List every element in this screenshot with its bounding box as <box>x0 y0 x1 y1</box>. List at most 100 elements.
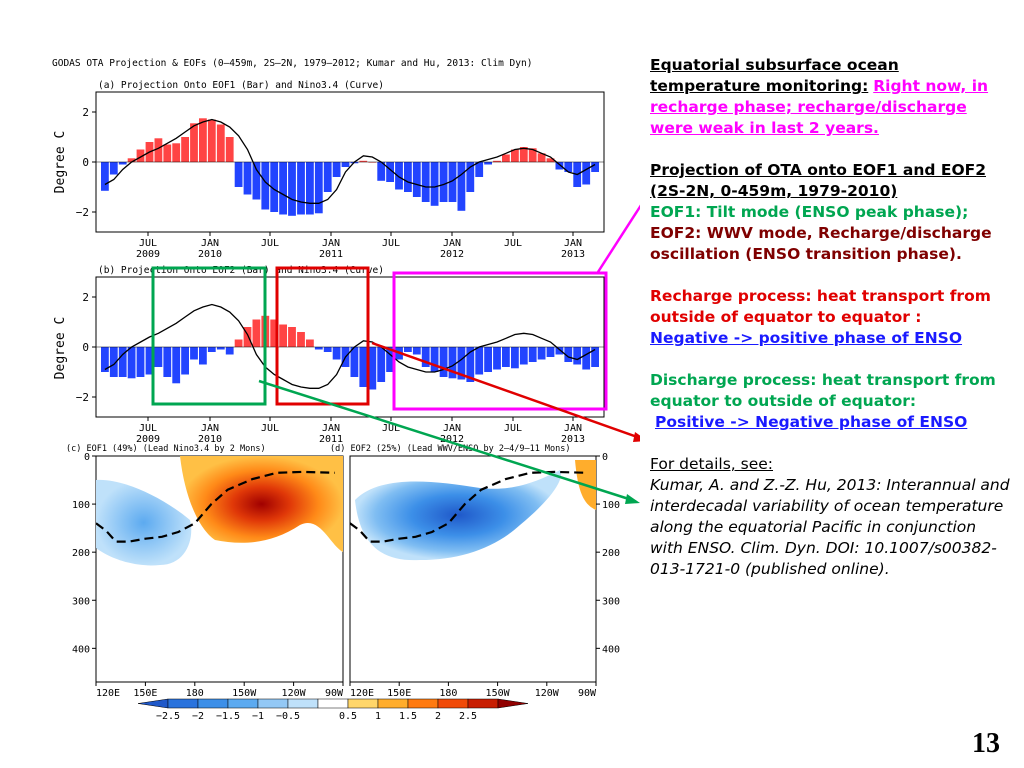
eof1-description: EOF1: Tilt mode (ENSO peak phase); <box>650 203 969 221</box>
a-bar <box>101 162 109 191</box>
a-bar <box>564 162 573 172</box>
panel-a-title: (a) Projection Onto EOF1 (Bar) and Nino3… <box>98 80 384 91</box>
panel-c-thermocline-curve <box>96 470 335 543</box>
panel-d: (d) EOF2 (25%) (Lead WWV/ENSO by 2–4/9–1… <box>330 444 620 699</box>
a-bar <box>261 162 270 210</box>
a-bar <box>207 119 216 162</box>
colorbar-tick-label: 0.5 <box>339 711 357 722</box>
a-bar <box>279 162 287 215</box>
panel-d-yticks: 0 100 200 300 400 <box>596 452 620 655</box>
a-xtick-month: JUL <box>382 238 400 249</box>
panel-b: (b) Projection Onto EOF2 (Bar) and Nino3… <box>53 265 605 445</box>
paragraph-recharge: Recharge process: heat transport from ou… <box>650 286 1012 349</box>
red-arrowhead <box>633 432 640 442</box>
a-xtick-month: JAN <box>564 238 582 249</box>
a-bar <box>404 162 412 192</box>
b-bar <box>199 347 207 365</box>
d-xtick-label: 150E <box>387 688 411 699</box>
recharge-phase: Negative -> positive phase of ENSO <box>650 329 963 347</box>
b-bar <box>297 332 305 347</box>
a-bar <box>243 162 252 195</box>
b-bar <box>439 347 448 377</box>
b-bar <box>421 347 430 367</box>
a-bar <box>430 162 439 206</box>
colorbar-tick-label: 2.5 <box>459 711 477 722</box>
b-bar <box>350 347 359 377</box>
b-bar <box>430 347 439 372</box>
b-bar <box>181 347 189 375</box>
monitoring-highlight: Right now, in recharge phase; recharge/d… <box>650 77 989 137</box>
colorbar-tick-label: 1.5 <box>399 711 417 722</box>
c-xtick-label: 150W <box>232 688 257 699</box>
a-bar <box>359 160 368 163</box>
a-xtick-year: 2010 <box>198 249 222 260</box>
b-bar <box>386 347 394 372</box>
a-xtick-year: 2013 <box>561 249 585 260</box>
colorbar-tick-label: −2.5 <box>156 711 180 722</box>
b-xtick-month: JUL <box>382 423 400 434</box>
b-bar <box>306 339 314 347</box>
panel-d-thermocline-curve <box>350 470 588 543</box>
eof2-description: EOF2: WWV mode, Recharge/discharge oscil… <box>650 224 992 263</box>
details-label: For details, see: <box>650 455 774 473</box>
panel-a-yticks: 2 0 −2 <box>76 106 96 219</box>
b-bar <box>582 347 591 370</box>
d-xtick-label: 120E <box>350 688 374 699</box>
d-ytick-label: 400 <box>602 644 620 655</box>
a-xtick-month: JUL <box>504 238 522 249</box>
magenta-highlight-box <box>392 271 608 411</box>
a-bar <box>154 138 163 163</box>
panel-b-ylabel: Degree C <box>53 317 68 380</box>
c-ytick-label: 100 <box>72 500 90 511</box>
b-bar <box>377 347 386 382</box>
colorbar-tick-label: 1 <box>375 711 381 722</box>
c-xtick-label: 90W <box>325 688 344 699</box>
paragraph-projection: Projection of OTA onto EOF1 and EOF2 (2S… <box>650 160 1012 265</box>
panel-a-ylabel: Degree C <box>53 131 68 194</box>
colorbar-swatch <box>287 698 319 709</box>
a-ytick-label: −2 <box>76 206 89 219</box>
b-ytick-label: 0 <box>82 341 89 354</box>
a-bar <box>511 149 519 162</box>
a-bar <box>288 162 296 216</box>
b-bar <box>145 347 154 375</box>
a-xtick-year: 2009 <box>136 249 160 260</box>
a-xtick-month: JAN <box>443 238 461 249</box>
a-bar <box>118 162 127 165</box>
b-bar <box>216 347 225 350</box>
d-ytick-label: 300 <box>602 596 620 607</box>
discharge-description: Discharge process: heat transport from e… <box>650 371 996 410</box>
a-bar <box>181 137 189 162</box>
colorbar-tick-label: −1.5 <box>216 711 240 722</box>
b-bar <box>207 347 216 352</box>
c-ytick-label: 0 <box>84 452 90 463</box>
panel-b-yticks: 2 0 −2 <box>76 291 96 404</box>
a-bar <box>314 162 323 214</box>
b-xtick-month: JUL <box>504 423 522 434</box>
slide-number: 13 <box>972 728 1000 759</box>
a-bar <box>341 162 350 167</box>
a-bar <box>484 162 492 165</box>
red-arrow <box>371 341 640 440</box>
b-bar <box>555 347 564 355</box>
c-ytick-label: 300 <box>72 596 90 607</box>
panel-b-nino34-curve <box>104 303 596 389</box>
b-bar <box>475 347 484 375</box>
a-xtick-month: JUL <box>261 238 279 249</box>
a-bar <box>555 162 564 170</box>
red-highlight-box <box>275 266 370 406</box>
a-bar <box>475 162 484 177</box>
panel-a: (a) Projection Onto EOF1 (Bar) and Nino3… <box>53 80 605 260</box>
b-bar <box>234 339 243 347</box>
b-bar <box>109 347 118 377</box>
b-xtick-year: 2010 <box>198 434 222 445</box>
colorbar-swatch <box>347 698 379 709</box>
discharge-phase: Positive -> Negative phase of ENSO <box>655 413 968 431</box>
a-bar <box>591 162 599 172</box>
reference-citation: Kumar, A. and Z.-Z. Hu, 2013: Interannua… <box>650 476 1010 578</box>
b-xtick-year: 2011 <box>319 434 343 445</box>
a-bar <box>546 158 555 163</box>
a-bar <box>448 162 457 202</box>
b-bar <box>564 347 573 362</box>
b-xtick-month: JUL <box>261 423 279 434</box>
